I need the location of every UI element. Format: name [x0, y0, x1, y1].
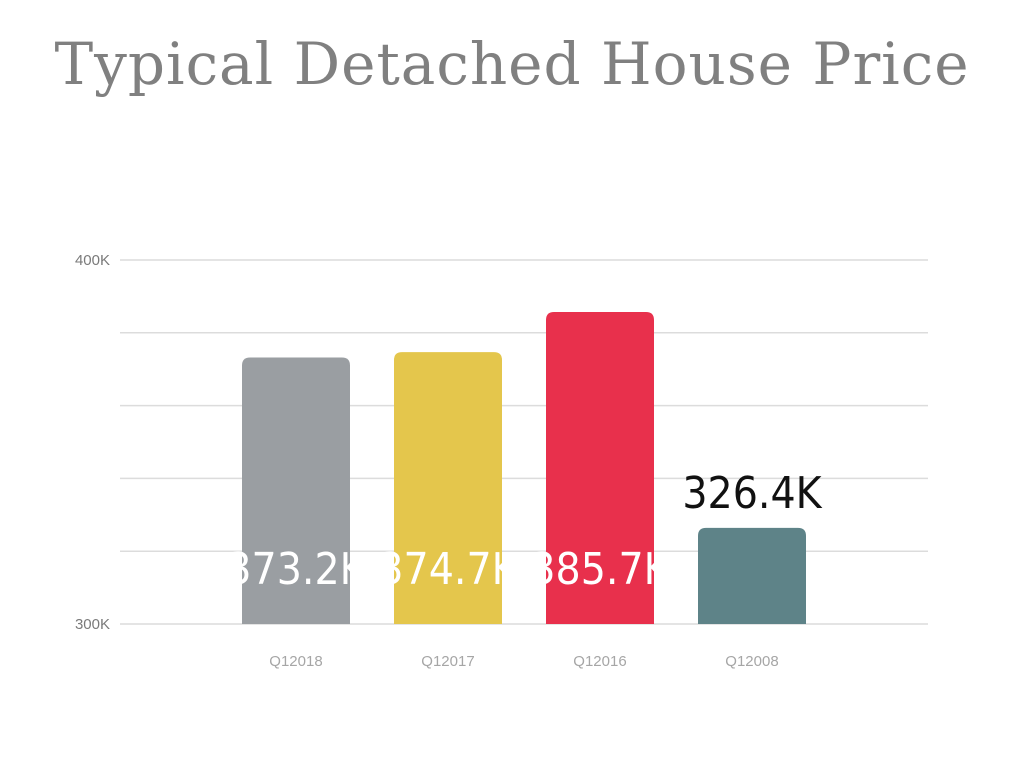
- x-category-label: Q12018: [269, 653, 322, 670]
- bar: [698, 527, 806, 624]
- y-tick-label: 300K: [75, 616, 110, 633]
- x-category-label: Q12016: [573, 653, 626, 670]
- bar-value-label: 326.4K: [682, 468, 822, 519]
- x-category-label: Q12017: [421, 653, 474, 670]
- bar-value-label: 373.2K: [226, 544, 366, 595]
- bar-value-label: 385.7K: [530, 544, 670, 595]
- bars: [242, 312, 806, 624]
- x-axis-categories: Q12018 Q12017 Q12016 Q12008: [269, 653, 778, 670]
- bar: [546, 312, 654, 624]
- y-tick-label: 400K: [75, 252, 110, 269]
- x-category-label: Q12008: [725, 653, 778, 670]
- bar-value-label: 374.7K: [378, 544, 518, 595]
- bar: [394, 352, 502, 624]
- chart-title: Typical Detached House Price: [54, 30, 970, 98]
- y-axis-ticks: 300K 400K: [75, 252, 110, 633]
- bar: [242, 357, 350, 624]
